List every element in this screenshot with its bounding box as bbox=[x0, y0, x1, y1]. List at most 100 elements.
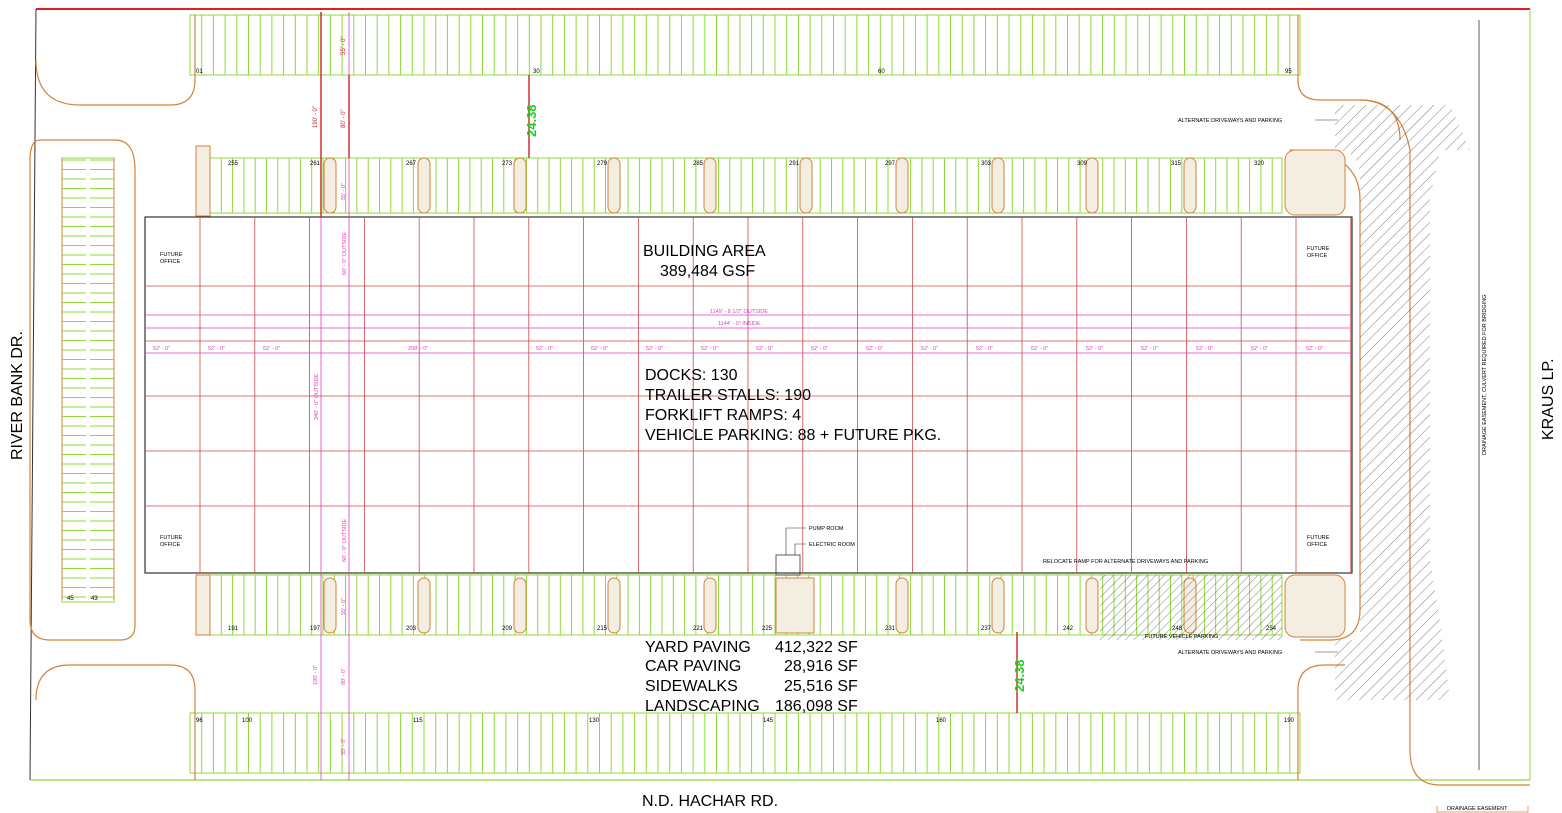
stall-number: 191 bbox=[228, 626, 239, 632]
future-vehicle-parking-hatch bbox=[1100, 575, 1282, 640]
dim-truck-gap-south: 24.38 bbox=[1012, 659, 1027, 692]
landscape-island bbox=[1183, 157, 1197, 214]
dim-bay-label: 52' - 0" bbox=[1196, 346, 1213, 352]
stall-number: 160 bbox=[936, 718, 947, 724]
stall-number: 254 bbox=[1266, 626, 1277, 632]
paving-car-value: 28,916 SF bbox=[784, 658, 858, 675]
dim-truck-gap-north: 24.38 bbox=[524, 104, 539, 137]
stat-docks: DOCKS: 130 bbox=[645, 367, 738, 384]
dim-yard-drive-bottom: 80' - 0" bbox=[341, 668, 347, 685]
stall-number: 261 bbox=[310, 161, 321, 167]
landscape-island bbox=[1085, 577, 1099, 634]
stall-number: 320 bbox=[1254, 161, 1265, 167]
stall-row-top-dock-outline bbox=[209, 157, 1283, 214]
car-parking-island bbox=[29, 139, 136, 641]
property-line-west bbox=[29, 8, 37, 781]
dim-bay-label: 52' - 0" bbox=[921, 346, 938, 352]
office-sw-line2: OFFICE bbox=[160, 542, 180, 548]
stall-number: 215 bbox=[597, 626, 608, 632]
stall-number: 309 bbox=[1077, 161, 1088, 167]
dim-bay-label: 52' - 0" bbox=[208, 346, 225, 352]
landscape-island bbox=[417, 157, 431, 214]
note-alt-driveways-top: ALTERNATE DRIVEWAYS AND PARKING bbox=[1178, 118, 1282, 124]
office-se-line1: FUTURE bbox=[1307, 535, 1330, 541]
electric-room-label: ELECTRIC ROOM bbox=[809, 542, 855, 548]
stall-number: 203 bbox=[406, 626, 417, 632]
stall-numbers: 01 30 60 95 255 261 267 273 279 285 291 297 303 309 31… bbox=[67, 69, 1295, 724]
landscape-island bbox=[1284, 574, 1346, 638]
landscape-island bbox=[775, 577, 815, 634]
stall-number: 145 bbox=[763, 718, 774, 724]
stall-number: 221 bbox=[693, 626, 704, 632]
stall-number: 242 bbox=[1063, 626, 1074, 632]
stat-forklift-ramps: FORKLIFT RAMPS: 4 bbox=[645, 407, 801, 424]
curb-north-west bbox=[35, 15, 196, 106]
dim-dock-outside-top: 60' - 0" OUTSIDE bbox=[342, 232, 348, 275]
landscape-island bbox=[195, 574, 211, 636]
building-area-title: BUILDING AREA bbox=[643, 243, 766, 260]
stalls-top-outer bbox=[189, 15, 1291, 75]
landscape-island bbox=[703, 157, 717, 214]
landscape-islands bbox=[195, 145, 1346, 638]
drainage-easement-hatch bbox=[1335, 105, 1470, 700]
stall-number: 273 bbox=[502, 161, 513, 167]
stall-number: 190 bbox=[1284, 718, 1295, 724]
office-se-line2: OFFICE bbox=[1307, 542, 1327, 548]
stall-row-bottom-outer-outline bbox=[189, 712, 1301, 774]
building-area-value: 389,484 GSF bbox=[660, 263, 755, 280]
stall-number: 01 bbox=[196, 69, 203, 75]
street-kraus: KRAUS LP. bbox=[1540, 358, 1557, 440]
building-column-grid bbox=[145, 217, 1352, 573]
dim-bay-label: 52' - 0" bbox=[646, 346, 663, 352]
office-ne-line2: OFFICE bbox=[1307, 253, 1327, 259]
landscape-island bbox=[607, 157, 621, 214]
landscape-island bbox=[991, 577, 1005, 634]
stall-number: 291 bbox=[789, 161, 800, 167]
stall-number: 255 bbox=[228, 161, 239, 167]
dim-bay-label: 52' - 0" bbox=[976, 346, 993, 352]
dim-bay-label: 52' - 0" bbox=[591, 346, 608, 352]
landscape-island bbox=[417, 577, 431, 634]
pump-room bbox=[775, 554, 801, 576]
building bbox=[144, 216, 1353, 574]
note-drainage-legend: DRAINAGE EASEMENT bbox=[1447, 806, 1508, 812]
dim-bay-label: 52' - 0" bbox=[1306, 346, 1323, 352]
car-parking-west-outline bbox=[61, 157, 115, 603]
dim-bay-label: 52' - 0" bbox=[811, 346, 828, 352]
landscape-island bbox=[607, 577, 621, 634]
landscape-island bbox=[1284, 149, 1346, 216]
curb-south-east bbox=[1297, 664, 1345, 780]
building-outline bbox=[144, 216, 1353, 574]
dim-bay-label: 52' - 0" bbox=[756, 346, 773, 352]
stall-number: 197 bbox=[310, 626, 321, 632]
dim-stall-top: 55' - 0" bbox=[341, 36, 347, 55]
dim-stall-dock-top: 55' - 0" bbox=[341, 183, 347, 200]
stall-number: 248 bbox=[1172, 626, 1183, 632]
dim-dock-outside-bottom: 60' - 0" OUTSIDE bbox=[342, 519, 348, 562]
landscape-island bbox=[895, 157, 909, 214]
office-nw-line1: FUTURE bbox=[160, 252, 183, 258]
stat-trailer-stalls: TRAILER STALLS: 190 bbox=[645, 387, 811, 404]
note-future-parking: FUTURE VEHICLE PARKING bbox=[1145, 634, 1218, 640]
stall-number: 231 bbox=[885, 626, 896, 632]
dim-bay-label: 52' - 0" bbox=[153, 346, 170, 352]
landscape-island bbox=[195, 145, 211, 217]
stalls-top-dock bbox=[209, 158, 1273, 213]
landscape-island bbox=[323, 157, 337, 214]
note-drainage: DRAINAGE EASEMENT, CULVERT REQUIRED FOR … bbox=[1482, 295, 1488, 455]
landscape-island bbox=[703, 577, 717, 634]
dim-outside-width: 1149' - 8 1/2" OUTSIDE bbox=[710, 309, 768, 315]
electric-room-leader bbox=[794, 543, 806, 555]
office-sw-line1: FUTURE bbox=[160, 535, 183, 541]
landscape-island bbox=[1085, 157, 1099, 214]
note-alt-driveways-bottom: ALTERNATE DRIVEWAYS AND PARKING bbox=[1178, 650, 1282, 656]
dim-bay-label: 52' - 0" bbox=[263, 346, 280, 352]
landscape-island bbox=[323, 577, 337, 634]
stall-number: 100 bbox=[242, 718, 253, 724]
dim-bay-wide: 208' - 0" bbox=[408, 346, 428, 352]
paving-sidewalks-label: SIDEWALKS bbox=[645, 678, 738, 695]
dim-bay-labels: 52' - 0" 52' - 0" 52' - 0" 52' - 0" 52' - 0"… bbox=[153, 346, 1323, 352]
stall-number: 209 bbox=[502, 626, 513, 632]
stall-number: 45 bbox=[67, 596, 74, 602]
